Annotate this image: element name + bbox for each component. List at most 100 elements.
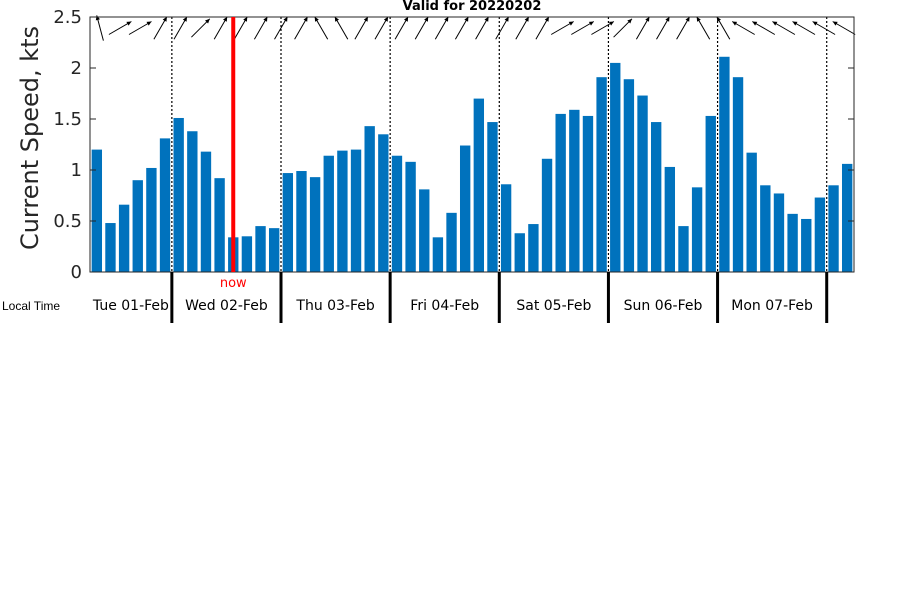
bar	[773, 193, 785, 272]
arrow-head	[404, 16, 409, 22]
bar	[296, 171, 307, 272]
day-label: Fri 04-Feb	[410, 298, 479, 314]
bar	[746, 152, 757, 272]
direction-arrow	[792, 21, 816, 35]
y-tick-label: 0	[71, 262, 82, 283]
direction-arrow	[314, 16, 329, 40]
arrow-head	[223, 16, 228, 22]
direction-arrow	[832, 21, 856, 35]
bar	[241, 236, 253, 272]
arrow-head	[588, 21, 594, 26]
direction-arrow	[374, 16, 389, 40]
bar	[159, 138, 171, 272]
bar	[801, 218, 812, 272]
bar	[91, 149, 103, 272]
direction-arrow	[571, 21, 595, 35]
bar	[760, 185, 771, 272]
bar	[391, 155, 403, 272]
bar	[555, 113, 566, 273]
arrow-head	[146, 21, 152, 26]
arrow-head	[162, 16, 167, 22]
arrow-head	[627, 18, 632, 24]
direction-arrow	[656, 16, 670, 40]
bar	[282, 173, 294, 272]
direction-arrow	[294, 16, 309, 40]
direction-arrow	[394, 16, 409, 40]
arrow-head	[444, 16, 449, 22]
arrow-head	[363, 16, 368, 22]
bar	[719, 56, 730, 272]
direction-arrow	[253, 16, 268, 40]
y-tick-label: 2	[71, 58, 82, 79]
bar	[637, 95, 648, 272]
direction-arrow	[108, 21, 132, 35]
bar	[132, 180, 143, 272]
bar	[432, 237, 444, 272]
bar	[200, 151, 212, 272]
arrow-head	[263, 16, 268, 22]
arrow-head	[464, 16, 469, 22]
direction-arrow	[414, 16, 429, 40]
direction-arrow	[334, 16, 349, 40]
direction-arrow	[613, 18, 633, 38]
direction-arrow	[213, 16, 228, 40]
direction-arrow	[731, 21, 755, 35]
arrow-head	[182, 16, 187, 22]
bar	[214, 178, 225, 272]
day-label: Tue 01-Feb	[92, 298, 169, 314]
bar	[705, 115, 716, 272]
arrow-head	[732, 21, 738, 26]
bar	[146, 167, 157, 272]
y-tick-label: 2.5	[53, 7, 82, 28]
bar	[323, 155, 334, 272]
day-label: Sun 06-Feb	[624, 298, 703, 314]
arrow-head	[383, 16, 388, 22]
arrow-head	[283, 16, 288, 22]
bar	[541, 158, 553, 272]
y-axis: 0 0.5 1 1.5 2 2.5	[53, 7, 854, 283]
bar	[255, 226, 266, 272]
bar	[732, 77, 744, 273]
bar	[569, 109, 580, 272]
bar	[118, 204, 130, 272]
day-label: Wed 02-Feb	[185, 298, 268, 314]
day-separators-group	[171, 17, 828, 272]
bar	[459, 145, 471, 272]
bar	[405, 161, 416, 272]
bar	[473, 98, 485, 272]
arrow-head	[685, 16, 690, 22]
now-label: now	[220, 276, 247, 291]
direction-arrow	[676, 16, 691, 40]
bar	[596, 77, 607, 273]
direction-arrow	[274, 16, 288, 40]
direction-arrow	[95, 15, 104, 41]
y-tick-label: 1.5	[53, 109, 82, 130]
y-axis-label: Current Speed, kts	[16, 26, 44, 250]
direction-arrow	[233, 16, 248, 40]
arrow-head	[314, 16, 319, 22]
direction-arrow	[475, 16, 490, 40]
arrow-head	[484, 16, 489, 22]
bar	[828, 185, 839, 272]
bar	[105, 223, 116, 272]
bar	[173, 117, 184, 272]
arrow-head	[544, 16, 549, 22]
direction-arrow	[173, 16, 188, 40]
arrow-head	[126, 21, 132, 26]
direction-arrow	[515, 16, 530, 40]
direction-arrow	[454, 16, 469, 40]
direction-arrow	[535, 16, 550, 40]
direction-arrow	[128, 21, 152, 35]
now-marker: now	[220, 17, 247, 291]
arrow-head	[665, 16, 670, 22]
arrow-head	[772, 21, 778, 26]
bars-group	[91, 56, 853, 273]
y-tick-label: 1	[71, 160, 82, 181]
direction-arrow	[354, 16, 369, 40]
arrow-head	[568, 21, 574, 26]
y-tick-label: 0.5	[53, 211, 82, 232]
bar	[378, 134, 389, 272]
bar	[528, 224, 539, 272]
direction-arrow	[550, 21, 574, 35]
bar	[446, 212, 457, 272]
